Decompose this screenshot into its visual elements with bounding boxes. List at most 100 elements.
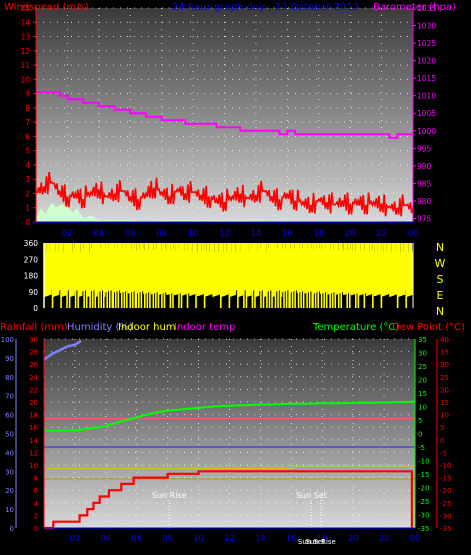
dewpoint-tick-label: -5 (440, 449, 447, 457)
humidity-tick-label: 40 (5, 449, 14, 457)
direction-tick-label: 0 (33, 304, 38, 313)
windspeed-tick-label: 10 (20, 75, 30, 84)
panel-3-x-tick-label: 12 (224, 534, 235, 544)
rain-tick-label: 14 (29, 437, 38, 445)
rain-tick-label: 18 (29, 412, 38, 420)
dewpoint-tick-label: -35 (440, 525, 451, 533)
barometer-tick-label: 990 (417, 162, 432, 171)
windspeed-tick-label: 8 (25, 104, 30, 113)
indoor-hum-axis-title: Indoor hum (118, 322, 176, 333)
temperature-tick-label: 10 (418, 404, 427, 412)
panel-3-x-tick-label: 14 (255, 534, 266, 544)
windspeed-tick-label: 6 (25, 132, 30, 141)
windspeed-line (35, 171, 414, 217)
temperature-tick-label: -35 (418, 525, 429, 533)
windspeed-tick-label: 9 (25, 90, 30, 99)
temperature-tick-label: -30 (418, 512, 429, 520)
barometer-tick-label: 1005 (417, 109, 436, 118)
rain-tick-label: 26 (29, 361, 38, 369)
panel-3-x-tick-label: 02 (70, 534, 81, 544)
dewpoint-tick-label: 30 (440, 361, 449, 369)
windspeed-axis-title: Windspeed (m/s) (4, 2, 89, 13)
panel-3-x-tick-label: 22 (379, 534, 390, 544)
temperature-tick-label: -20 (418, 485, 429, 493)
direction-tick-label: 270 (24, 255, 39, 264)
humidity-tick-label: 30 (5, 468, 14, 476)
panel-3-x-tick-label: 18 (317, 534, 328, 544)
temperature-tick-label: 5 (418, 417, 422, 425)
rainfall-line (44, 470, 414, 530)
humidity-tick-label: 80 (5, 374, 14, 382)
panel-3-x-tick-label: 10 (193, 534, 204, 544)
indoor-temp-axis-title: Indoor temp (174, 322, 235, 333)
rain-tick-label: 10 (29, 462, 38, 470)
windspeed-tick-label: 2 (25, 189, 30, 198)
windspeed-tick-label: 4 (25, 161, 30, 170)
rain-tick-label: 30 (29, 336, 38, 344)
panel-1-x-tick-label: 08 (156, 229, 167, 239)
barometer-tick-label: 1025 (417, 39, 436, 48)
rain-tick-label: 2 (34, 512, 38, 520)
barometer-tick-label: 980 (417, 197, 432, 206)
temperature-tick-label: 30 (418, 350, 427, 358)
sunset-label: Sun Set (296, 491, 327, 500)
windspeed-tick-label: 12 (20, 47, 30, 56)
panel-1-x-tick-label: 06 (125, 229, 136, 239)
panel-1-x-tick-label: 16 (282, 229, 293, 239)
rain-tick-label: 24 (29, 374, 38, 382)
dewpoint-tick-label: 25 (440, 374, 449, 382)
temperature-tick-label: -25 (418, 498, 429, 506)
humidity-tick-label: 100 (1, 336, 14, 344)
barometer-tick-label: 1015 (417, 74, 436, 83)
dewpoint-tick-label: 15 (440, 399, 449, 407)
windspeed-tick-label: 0 (25, 218, 30, 227)
dewpoint-tick-label: 10 (440, 412, 449, 420)
temperature-tick-label: -15 (418, 471, 429, 479)
dewpoint-tick-label: -25 (440, 500, 451, 508)
windspeed-tick-label: 13 (20, 33, 30, 42)
panel-3-x-tick-label: 20 (348, 534, 359, 544)
dewpoint-tick-label: 40 (440, 336, 449, 344)
humidity-axis-title: Humidity (%) (67, 322, 133, 333)
rainfall-axis-title: Rainfall (mm) (0, 322, 68, 333)
dewpoint-tick-label: -30 (440, 512, 451, 520)
panel-1-x-tick-label: 04 (93, 229, 104, 239)
rain-tick-label: 8 (34, 475, 38, 483)
windspeed-tick-label: 14 (20, 18, 30, 27)
dewpoint-tick-label: -10 (440, 462, 451, 470)
barometer-tick-label: 1020 (417, 57, 436, 66)
temperature-tick-label: 25 (418, 363, 427, 371)
compass-label: E (437, 289, 444, 302)
panel-3-x-tick-label: 00 (410, 534, 421, 544)
compass-label: S (437, 273, 444, 286)
rain-tick-label: 0 (34, 525, 38, 533)
rain-tick-label: 6 (34, 487, 39, 495)
windspeed-tick-label: 7 (25, 118, 30, 127)
compass-label: W (435, 257, 446, 270)
dewpoint-tick-label: 0 (440, 437, 444, 445)
rain-tick-label: 16 (29, 424, 38, 432)
panel-1-x-tick-label: 14 (251, 229, 262, 239)
temperature-tick-label: 15 (418, 390, 427, 398)
dewpoint-axis-title: Dew Point (°C) (392, 322, 465, 333)
humidity-tick-label: 60 (5, 412, 14, 420)
direction-tick-label: 180 (24, 272, 39, 281)
rain-tick-label: 28 (29, 349, 38, 357)
dew-point-line (44, 465, 415, 470)
temperature-tick-label: -10 (418, 458, 429, 466)
dewpoint-tick-label: 35 (440, 349, 449, 357)
panel-1-x-tick-label: 20 (345, 229, 356, 239)
barometer-tick-label: 1010 (417, 92, 436, 101)
temperature-tick-label: 35 (418, 336, 427, 344)
compass-label: N (436, 241, 444, 254)
humidity-tick-label: 90 (5, 355, 14, 363)
wind-average-area (35, 202, 414, 223)
humidity-tick-label: 50 (5, 431, 14, 439)
dewpoint-tick-label: -20 (440, 487, 451, 495)
humidity-tick-label: 0 (10, 525, 14, 533)
panel-1-x-tick-label: 10 (188, 229, 199, 239)
barometer-tick-label: 975 (417, 214, 432, 223)
panel-3-x-tick-label: 04 (100, 534, 111, 544)
